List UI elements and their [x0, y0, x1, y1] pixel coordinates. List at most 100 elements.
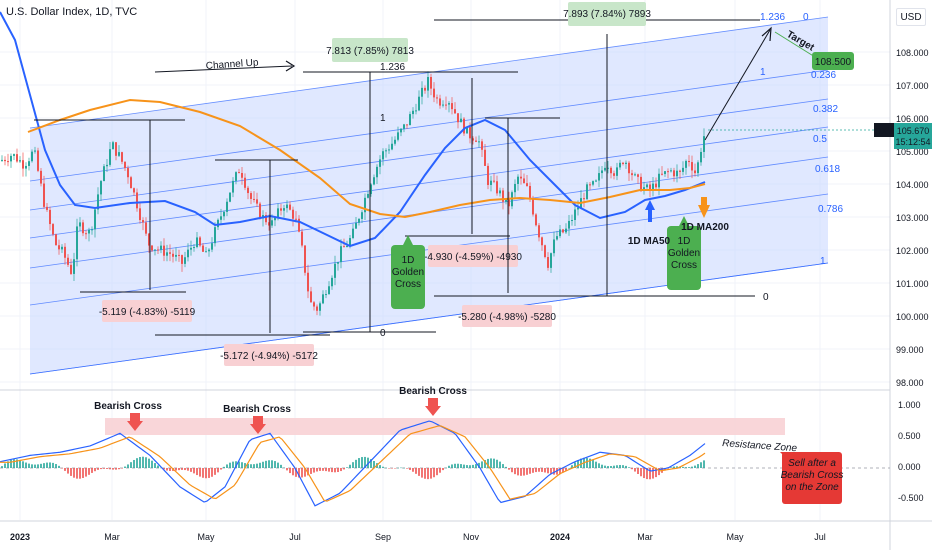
histogram-bar — [184, 468, 186, 471]
candle-body — [28, 161, 30, 166]
histogram-bar — [418, 468, 420, 476]
histogram-bar — [334, 468, 336, 473]
histogram-bar — [247, 463, 249, 468]
golden-cross-2 — [667, 216, 701, 290]
bearish-cross-label: Bearish Cross — [94, 401, 162, 412]
histogram-bar — [283, 467, 285, 469]
candle-body — [520, 176, 522, 179]
candle-body — [199, 237, 201, 246]
candle-body — [130, 177, 132, 189]
candle-body — [256, 199, 258, 204]
candle-body — [85, 233, 87, 235]
candle-body — [61, 246, 63, 250]
candle-body — [571, 219, 573, 221]
candle-body — [553, 239, 555, 254]
price-tick-label: 105.000 — [896, 147, 929, 157]
candle-body — [154, 249, 156, 251]
histogram-bar — [355, 459, 357, 468]
histogram-bar — [307, 468, 309, 476]
histogram-bar — [193, 468, 195, 474]
histogram-bar — [328, 468, 330, 472]
histogram-bar — [529, 468, 531, 474]
histogram-bar — [430, 468, 432, 479]
candle-body — [379, 159, 381, 167]
candle-body — [19, 160, 21, 162]
histogram-bar — [598, 463, 600, 468]
histogram-bar — [124, 466, 126, 468]
histogram-bar — [592, 460, 594, 468]
currency-button[interactable]: USD — [896, 8, 926, 26]
histogram-bar — [127, 464, 129, 468]
histogram-bar — [49, 462, 51, 468]
candle-body — [664, 171, 666, 175]
histogram-bar — [586, 457, 588, 468]
candle-body — [526, 183, 528, 186]
candle-body — [313, 302, 315, 307]
candle-body — [418, 96, 420, 111]
histogram-bar — [634, 468, 636, 472]
candle-body — [58, 245, 60, 250]
histogram-bar — [436, 468, 438, 476]
candle-body — [682, 167, 684, 172]
histogram-bar — [523, 468, 525, 476]
time-tick-label: Mar — [104, 532, 120, 542]
candle-body — [223, 211, 225, 217]
candle-body — [457, 113, 459, 123]
candle-body — [193, 247, 195, 249]
candle-body — [355, 222, 357, 229]
histogram-bar — [298, 468, 300, 478]
bearish-cross-label: Bearish Cross — [223, 404, 291, 415]
channel-arrow — [154, 65, 293, 73]
candle-body — [280, 208, 282, 211]
sell-note-label: on the Zone — [785, 482, 839, 493]
fib-left-label: 1.236 — [380, 62, 405, 73]
histogram-bar — [136, 458, 138, 468]
histogram-bar — [97, 468, 99, 470]
candle-body — [631, 173, 633, 176]
histogram-bar — [631, 468, 633, 470]
histogram-bar — [571, 465, 573, 468]
price-tick-label: 103.000 — [896, 213, 929, 223]
bearish-cross-label: Bearish Cross — [399, 386, 467, 397]
sell-note-box — [782, 452, 842, 504]
candle-body — [646, 184, 648, 188]
candle-body — [244, 177, 246, 188]
histogram-bar — [106, 468, 108, 469]
candle-body — [691, 162, 693, 171]
histogram-bar — [538, 468, 540, 472]
histogram-bar — [625, 465, 627, 468]
drop-1-box — [102, 300, 192, 322]
histogram-bar — [616, 465, 618, 468]
candle-body — [43, 183, 45, 207]
candle-body — [37, 150, 39, 171]
bearish-cross-arrow — [425, 398, 441, 416]
candle-body — [460, 118, 462, 123]
histogram-bar — [481, 461, 483, 468]
candle-body — [649, 184, 651, 191]
candle-body — [307, 272, 309, 292]
candle-body — [412, 110, 414, 115]
candle-body — [607, 167, 609, 169]
histogram-bar — [271, 460, 273, 468]
histogram-bar — [682, 466, 684, 468]
price-tick-label: 106.000 — [896, 114, 929, 124]
last-price-box — [894, 123, 932, 149]
histogram-bar — [349, 464, 351, 468]
candle-body — [538, 225, 540, 238]
histogram-bar — [139, 457, 141, 468]
candle-body — [427, 77, 429, 91]
histogram-bar — [604, 465, 606, 468]
histogram-bar — [67, 468, 69, 474]
histogram-bar — [520, 468, 522, 476]
histogram-bar — [340, 468, 342, 472]
candle-body — [490, 180, 492, 185]
histogram-bar — [130, 462, 132, 468]
histogram-bar — [304, 468, 306, 477]
histogram-bar — [262, 461, 264, 468]
histogram-bar — [286, 468, 288, 471]
candle-body — [55, 234, 57, 246]
candle-body — [556, 236, 558, 240]
candle-body — [283, 208, 285, 211]
histogram-bar — [517, 468, 519, 476]
